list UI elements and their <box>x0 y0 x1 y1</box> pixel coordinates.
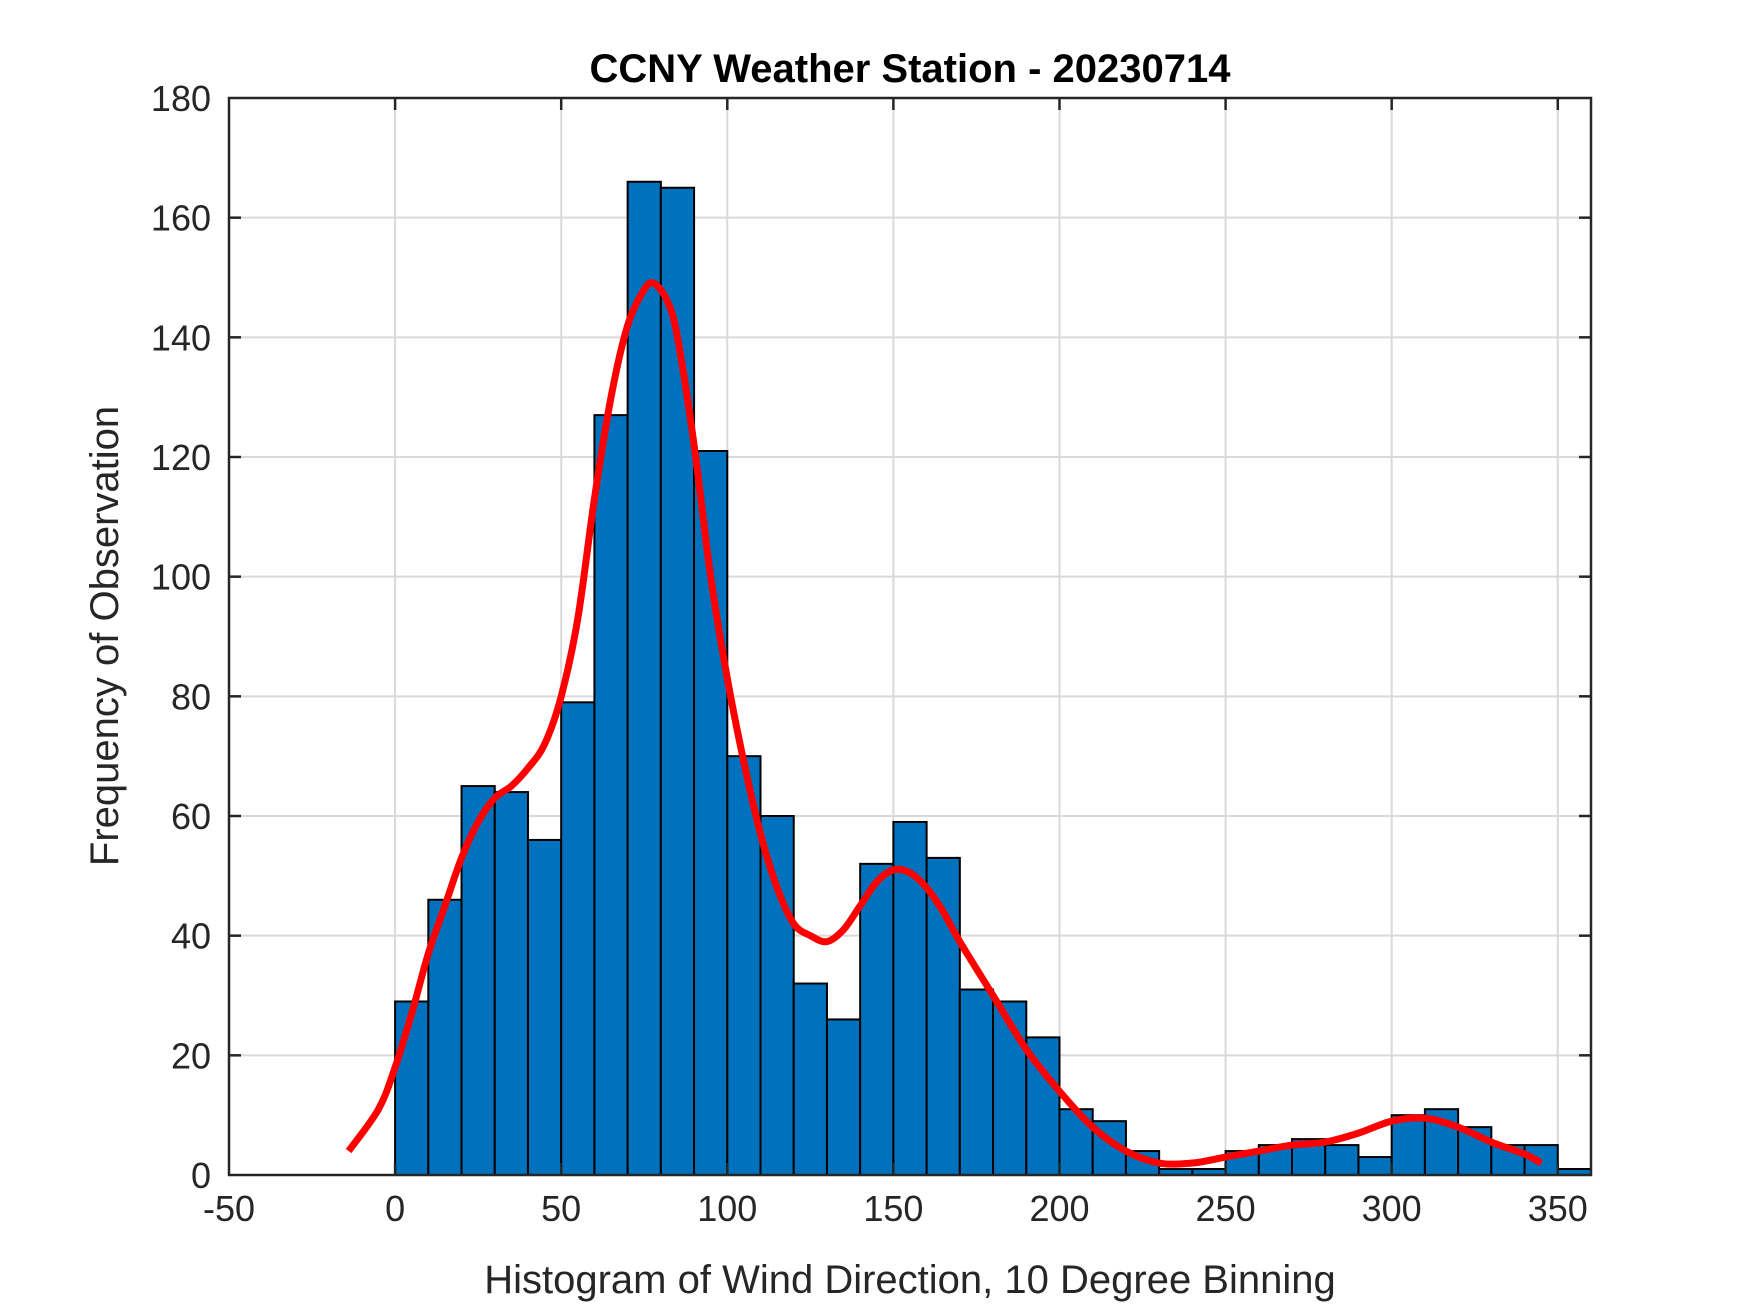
plot-area-frame <box>227 96 1593 1177</box>
histogram-bar-28 <box>1324 1144 1360 1177</box>
x-tick-labels: -50 0 50 100 150 200 250 300 350 <box>203 1188 1588 1229</box>
histogram-bar-7 <box>626 180 662 1176</box>
fit-line-series-0 <box>345 279 1543 1168</box>
y-tick-label-9: 180 <box>151 78 211 119</box>
chart-title: CCNY Weather Station - 20230714 <box>590 47 1232 91</box>
x-tick-label-2: 50 <box>541 1188 581 1229</box>
x-tick-label-0: -50 <box>203 1188 255 1229</box>
grid-layer <box>229 98 1591 1175</box>
histogram-bar-3 <box>493 791 529 1176</box>
histogram-bar-4 <box>526 838 563 1177</box>
histogram-bar-30 <box>1390 1114 1426 1176</box>
y-tick-labels: 0 20 40 60 80 100 120 140 160 180 <box>151 78 211 1196</box>
histogram-bar-18 <box>992 1000 1028 1176</box>
tick-layer <box>229 98 1591 1175</box>
x-tick-label-7: 300 <box>1362 1188 1422 1229</box>
x-tick-label-8: 350 <box>1528 1188 1588 1229</box>
y-tick-label-4: 80 <box>171 676 211 717</box>
histogram-bar-29 <box>1357 1156 1393 1177</box>
y-tick-label-0: 0 <box>191 1155 211 1196</box>
histogram-bar-5 <box>560 701 596 1176</box>
x-tick-label-4: 150 <box>863 1188 923 1229</box>
histogram-bar-17 <box>958 988 995 1176</box>
histogram-bar-9 <box>693 450 729 1176</box>
y-axis-label: Frequency of Observation <box>83 406 127 866</box>
x-axis-label: Histogram of Wind Direction, 10 Degree B… <box>484 1258 1336 1302</box>
histogram-bar-6 <box>593 414 629 1177</box>
x-tick-label-3: 100 <box>697 1188 757 1229</box>
y-tick-label-1: 20 <box>171 1035 211 1076</box>
bar-layer <box>394 180 1593 1177</box>
x-tick-label-1: 0 <box>385 1188 405 1229</box>
y-tick-label-8: 160 <box>151 198 211 239</box>
y-tick-label-7: 140 <box>151 317 211 358</box>
histogram-bar-12 <box>792 982 828 1176</box>
histogram-bar-11 <box>759 815 795 1176</box>
y-tick-label-2: 40 <box>171 916 211 957</box>
line-layer <box>345 279 1543 1168</box>
y-tick-label-6: 120 <box>151 437 211 478</box>
y-tick-label-5: 100 <box>151 557 211 598</box>
x-tick-label-6: 250 <box>1196 1188 1256 1229</box>
x-tick-label-5: 200 <box>1029 1188 1089 1229</box>
y-tick-label-3: 60 <box>171 796 211 837</box>
histogram-bar-13 <box>825 1018 862 1177</box>
histogram-bar-0 <box>394 1000 430 1176</box>
histogram-bar-14 <box>859 862 895 1176</box>
